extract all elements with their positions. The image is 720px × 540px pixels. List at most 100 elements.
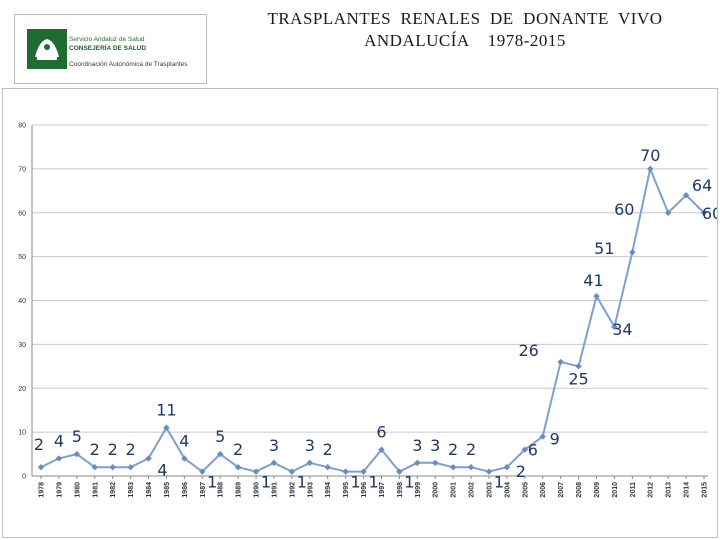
data-label: 11 xyxy=(156,401,176,420)
x-tick-label: 1987 xyxy=(200,482,207,498)
data-label: 64 xyxy=(692,176,712,195)
logo-service-name: Servicio Andaluz de Salud xyxy=(69,36,145,43)
data-label: 26 xyxy=(518,341,538,360)
data-point xyxy=(629,249,636,256)
data-point xyxy=(449,464,457,471)
x-tick-label: 1993 xyxy=(307,482,314,498)
x-tick-label: 2006 xyxy=(540,482,547,498)
x-tick-label: 1979 xyxy=(56,482,63,498)
data-point xyxy=(288,468,296,475)
data-label: 2 xyxy=(516,462,526,481)
data-point xyxy=(91,464,98,471)
data-label: 3 xyxy=(430,436,440,455)
x-tick-label: 2000 xyxy=(433,482,440,498)
data-point xyxy=(575,363,582,370)
y-tick-label: 10 xyxy=(18,430,26,437)
data-label: 5 xyxy=(72,427,82,446)
data-point xyxy=(270,459,278,467)
data-label: 4 xyxy=(157,460,167,479)
x-tick-label: 1983 xyxy=(128,482,135,498)
data-label: 2 xyxy=(34,435,44,454)
data-point xyxy=(306,459,313,467)
x-tick-label: 1996 xyxy=(361,482,368,498)
x-tick-label: 1989 xyxy=(236,482,243,498)
data-label: 9 xyxy=(550,430,560,449)
data-point xyxy=(199,468,206,475)
x-tick-label: 2015 xyxy=(702,482,709,498)
data-point xyxy=(432,459,439,467)
data-label: 4 xyxy=(54,431,64,450)
x-tick-label: 1999 xyxy=(415,482,422,498)
data-point xyxy=(342,468,349,475)
data-label: 70 xyxy=(640,146,660,165)
data-label: 1 xyxy=(351,473,361,492)
data-point xyxy=(414,459,421,467)
y-tick-label: 40 xyxy=(18,298,26,305)
data-label: 60 xyxy=(702,204,717,223)
data-label: 6 xyxy=(376,423,386,442)
series-line xyxy=(40,165,705,473)
data-point xyxy=(145,455,152,462)
data-point xyxy=(73,450,81,458)
data-label: 1 xyxy=(207,473,217,492)
title-line-2: ANDALUCÍA 1978-2015 xyxy=(364,31,566,50)
logo-department-name: CONSEJERÍA DE SALUD xyxy=(69,45,147,52)
data-label: 34 xyxy=(612,320,632,339)
x-tick-label: 2002 xyxy=(469,482,476,498)
data-label: 2 xyxy=(323,440,333,459)
x-tick-label: 2004 xyxy=(504,482,511,498)
data-point xyxy=(252,468,260,475)
data-point xyxy=(593,292,600,300)
data-point xyxy=(521,446,529,453)
data-label: 1 xyxy=(261,473,271,492)
x-tick-label: 1985 xyxy=(164,482,171,498)
x-tick-label: 2007 xyxy=(558,482,565,498)
y-tick-label: 0 xyxy=(22,474,26,481)
x-tick-label: 1978 xyxy=(39,482,46,498)
line-chart: 0 10 20 30 40 50 60 70 80 1978 1979 1980 1981 1982 198… xyxy=(18,123,717,498)
data-point xyxy=(378,446,385,453)
data-label: 2 xyxy=(448,440,458,459)
logo-coordination-name: Coordinación Autonómica de Trasplantes xyxy=(69,61,188,68)
x-tick-label: 1981 xyxy=(92,482,99,498)
data-label: 41 xyxy=(583,271,603,290)
x-tick-label: 2014 xyxy=(684,482,691,498)
data-point xyxy=(396,468,403,475)
data-label: 1 xyxy=(494,473,504,492)
logo-box: Servicio Andaluz de Salud CONSEJERÍA DE … xyxy=(14,14,207,84)
x-tick-label: 1992 xyxy=(289,482,296,498)
chart-frame: 0 10 20 30 40 50 60 70 80 1978 1979 1980 1981 1982 198… xyxy=(2,88,718,538)
data-label: 5 xyxy=(215,427,225,446)
x-tick-label: 1986 xyxy=(182,482,189,498)
data-label: 25 xyxy=(568,369,588,388)
data-label: 2 xyxy=(90,440,100,459)
data-point xyxy=(611,323,618,331)
data-label: 2 xyxy=(126,440,136,459)
data-point xyxy=(216,450,224,458)
x-tick-label: 2008 xyxy=(576,482,583,498)
data-point xyxy=(109,464,116,471)
x-tick-label: 1994 xyxy=(325,482,332,498)
data-label: 1 xyxy=(297,473,307,492)
x-tick-label: 2003 xyxy=(486,482,493,498)
data-label: 51 xyxy=(594,239,614,258)
data-point xyxy=(467,464,475,471)
y-tick-label: 80 xyxy=(18,123,26,130)
data-label: 4 xyxy=(179,431,189,450)
data-point xyxy=(557,358,564,366)
page-title: TRASPLANTES RENALES DE DONANTE VIVO ANDA… xyxy=(215,8,715,52)
junta-de-andalucia-emblem-icon xyxy=(27,29,67,69)
x-tick-label: 1997 xyxy=(379,482,386,498)
data-point xyxy=(700,209,708,216)
x-tick-label: 2005 xyxy=(522,482,529,498)
data-point xyxy=(682,192,690,199)
x-tick-label: 2009 xyxy=(594,482,601,498)
title-line-1: TRASPLANTES RENALES DE DONANTE VIVO xyxy=(267,9,663,28)
data-label: 2 xyxy=(466,440,476,459)
data-point xyxy=(324,464,331,471)
y-tick-label: 50 xyxy=(18,254,26,261)
data-label: 1 xyxy=(404,473,414,492)
data-label: 2 xyxy=(108,440,118,459)
data-point xyxy=(664,209,672,216)
data-label: 3 xyxy=(305,436,315,455)
